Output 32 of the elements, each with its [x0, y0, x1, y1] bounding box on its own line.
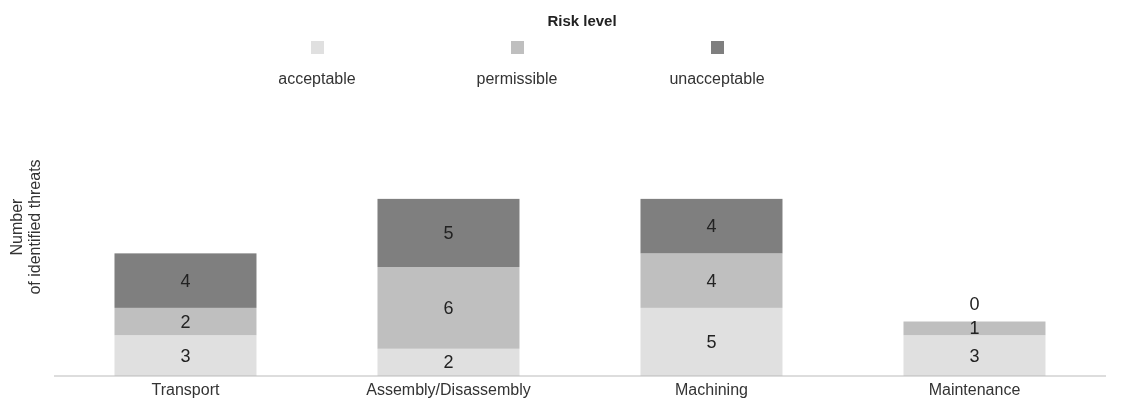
bar	[377, 267, 520, 349]
bar	[640, 198, 783, 254]
bar	[114, 253, 257, 308]
data-label: 5	[443, 222, 454, 243]
data-label: 4	[180, 270, 191, 291]
data-label: 1	[969, 318, 980, 339]
data-label: 2	[180, 311, 191, 332]
bar	[377, 348, 520, 376]
bar	[640, 307, 783, 376]
data-label: 2	[443, 352, 454, 373]
bar	[114, 307, 257, 336]
bar	[903, 321, 1046, 336]
data-label: 3	[969, 345, 980, 366]
bar	[640, 253, 783, 308]
legend-label: permissible	[476, 70, 558, 88]
legend-title: Risk level	[546, 12, 618, 29]
legend-label: unacceptable	[669, 70, 765, 88]
data-label: 4	[706, 216, 717, 237]
bar	[377, 198, 520, 267]
x-tick-label: Maintenance	[928, 381, 1021, 399]
data-label: 5	[706, 331, 717, 352]
bar	[114, 335, 257, 376]
data-label: 0	[969, 293, 980, 314]
x-tick-label: Transport	[151, 381, 220, 399]
legend-label: acceptable	[278, 70, 356, 88]
bar	[903, 335, 1046, 376]
x-tick-label: Machining	[675, 381, 748, 399]
data-label: 4	[706, 270, 717, 291]
data-label: 6	[443, 297, 454, 318]
y-axis-title: Number of identified threats	[8, 159, 43, 295]
x-tick-label: Assembly/Disassembly	[366, 381, 531, 399]
data-label: 3	[180, 345, 191, 366]
